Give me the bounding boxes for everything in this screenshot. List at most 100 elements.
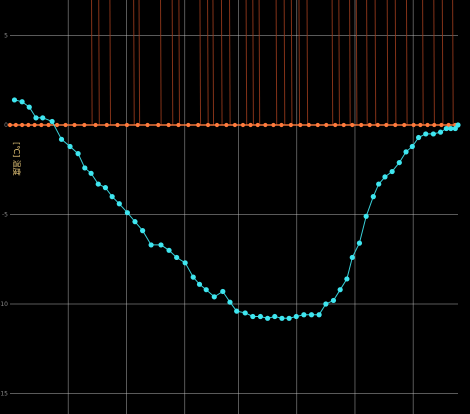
spike-line	[366, 0, 368, 126]
y-tick-label: -15	[0, 391, 8, 398]
y-tick-label: 0	[4, 122, 8, 129]
y-tick-label: -5	[2, 212, 8, 219]
zero_level-point	[288, 122, 293, 128]
spike-line	[394, 0, 397, 126]
zero_level-point	[145, 122, 150, 128]
zero_level-point	[104, 122, 109, 128]
temperature-point	[174, 254, 180, 261]
spike-line	[138, 0, 141, 126]
temperature-point	[242, 310, 248, 316]
temperature-point	[437, 129, 444, 135]
temperature-point	[430, 131, 436, 137]
y-tick-label: 5	[4, 33, 8, 40]
temperature-point	[132, 219, 138, 225]
spike-line	[331, 0, 334, 126]
temperature-point	[250, 313, 256, 320]
spike-line	[283, 0, 286, 126]
temperature-point	[409, 143, 415, 150]
spike-line	[109, 0, 112, 126]
temperature-point	[363, 213, 369, 219]
temperature-point	[166, 247, 172, 253]
spike-line	[374, 0, 377, 126]
temperature-point	[88, 170, 94, 176]
temperature-point	[102, 185, 109, 191]
temperature-point	[452, 125, 458, 132]
temperature-point	[448, 125, 454, 132]
zero_level-point	[19, 122, 25, 128]
zero_level-point	[425, 122, 430, 128]
zero_level-point	[93, 122, 98, 128]
zero_level-point	[432, 122, 437, 128]
spike-line	[220, 0, 223, 126]
temperature-point	[356, 240, 363, 246]
zero_level-point	[135, 122, 140, 128]
zero_level-point	[156, 122, 161, 128]
zero_level-point	[263, 122, 268, 128]
zero_level-point	[232, 122, 237, 128]
zero_level-point	[446, 122, 451, 128]
temperature-point	[293, 313, 299, 320]
spike-line	[258, 0, 261, 126]
temperature-point	[109, 194, 115, 200]
zero_level-point	[240, 122, 246, 128]
zero_level-point	[214, 122, 220, 128]
temperature-point	[33, 115, 39, 121]
temperature-point	[349, 254, 355, 261]
zero_level-point	[298, 122, 303, 128]
zero_level-point	[39, 122, 44, 128]
zero_level-point	[411, 122, 416, 128]
zero_level-point	[115, 122, 120, 128]
temperature-point	[396, 159, 402, 166]
spike-line	[290, 0, 293, 126]
temperature-point	[301, 312, 307, 318]
spike-line	[199, 0, 202, 126]
zero_level-point	[315, 122, 320, 128]
zero_level-point	[248, 122, 253, 128]
temperature-point	[58, 136, 65, 142]
temperature-point	[49, 118, 55, 125]
spike-line	[338, 0, 340, 126]
temperature-point	[265, 315, 271, 321]
spike-line	[433, 0, 435, 126]
temperature-point	[234, 308, 240, 314]
zero_level-point	[271, 122, 276, 128]
zero_level-point	[384, 122, 389, 128]
temperature-point	[370, 194, 376, 200]
temperature-point	[75, 151, 81, 157]
zero_level-point	[341, 122, 346, 128]
temperature-point	[403, 149, 409, 155]
temperature-point	[316, 312, 322, 318]
zero_level-point	[176, 122, 181, 128]
spike-line	[178, 0, 180, 126]
zero_level-point	[63, 122, 68, 128]
spike-line	[275, 0, 278, 126]
temperature-series	[11, 97, 461, 321]
zero_level-point	[7, 122, 13, 128]
temperature-point	[182, 260, 188, 266]
spike-line	[441, 0, 444, 126]
zero_level-point	[255, 122, 260, 128]
spike-line	[252, 0, 254, 126]
zero_level-point	[13, 122, 18, 128]
temperature-point	[389, 168, 395, 175]
spike-line	[133, 0, 135, 126]
zero-level-series	[7, 122, 458, 128]
zero_level-point	[279, 122, 284, 128]
temperature-point	[203, 287, 209, 293]
spike-line	[355, 0, 358, 126]
temperature-point	[286, 315, 292, 321]
spike-line	[298, 0, 301, 126]
temperature-point	[323, 301, 329, 307]
temperature-point	[220, 288, 226, 295]
zero_level-point	[350, 122, 355, 128]
zero_level-point	[306, 122, 311, 128]
zero_level-point	[72, 122, 77, 128]
zero_level-point	[166, 122, 171, 128]
temperature-point	[26, 104, 32, 110]
temperature-point	[124, 210, 130, 216]
zero_level-point	[46, 122, 51, 128]
temperature-point	[337, 287, 343, 293]
spike-line	[452, 0, 454, 126]
